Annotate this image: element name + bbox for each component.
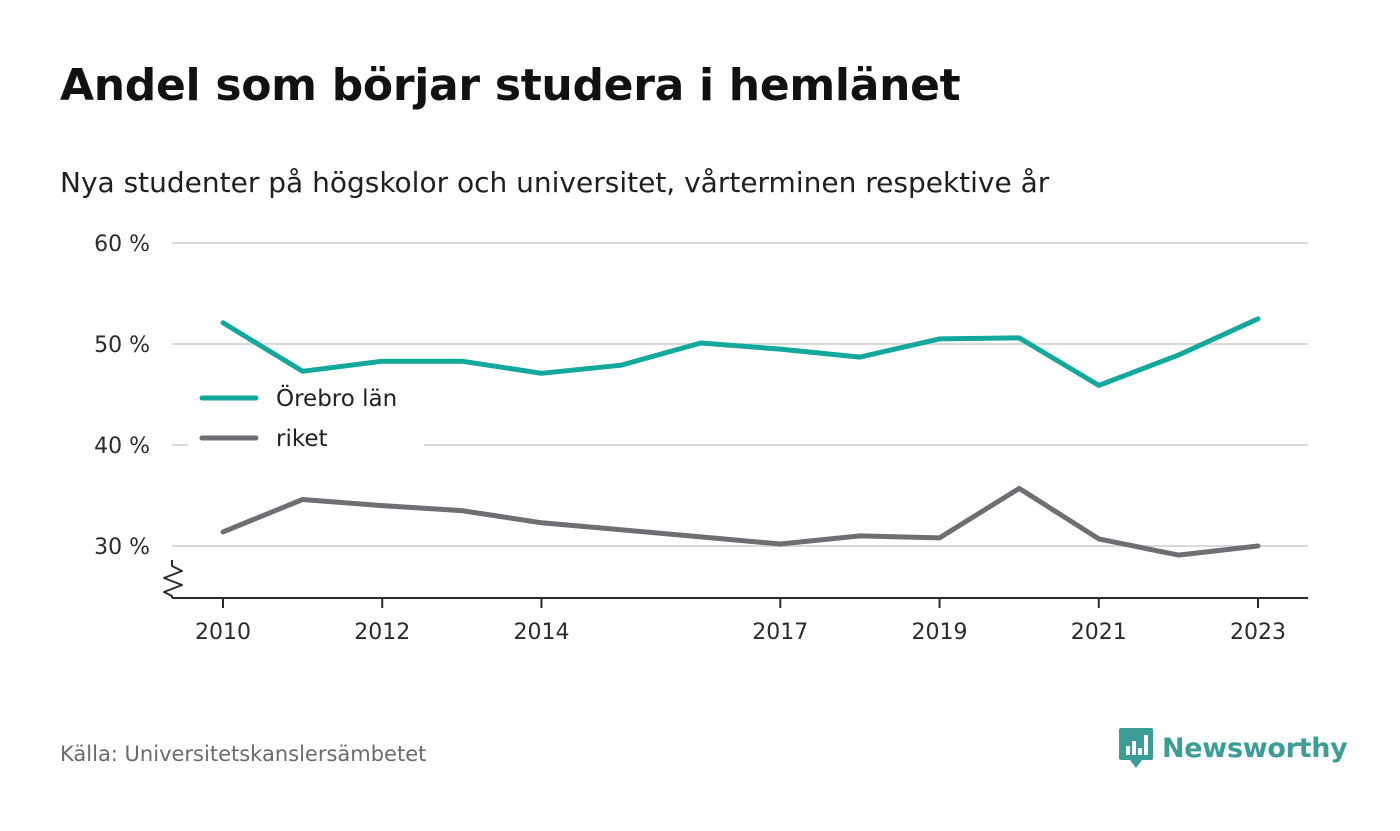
x-tick-label: 2012 [354, 620, 410, 645]
chart-title: Andel som börjar studera i hemlänet [60, 60, 961, 111]
axis-break-icon [163, 560, 183, 598]
series-line-0 [220, 316, 1261, 388]
x-axis: 2010 2012 2014 2017 2019 2021 2023 [163, 560, 1308, 645]
x-tick-label: 2010 [195, 620, 251, 645]
y-tick-label: 40 % [94, 434, 150, 459]
y-axis-ticks: 30 % 40 % 50 % 60 % [94, 232, 150, 560]
newsworthy-logo-icon [1119, 728, 1153, 768]
series-lines [220, 316, 1261, 558]
y-tick-label: 60 % [94, 232, 150, 257]
x-tick-label: 2021 [1071, 620, 1127, 645]
brand-logo: Newsworthy [1118, 726, 1348, 770]
x-tick-label: 2014 [513, 620, 569, 645]
line-chart: 30 % 40 % 50 % 60 % 2010 2012 2014 2017 2019 202… [94, 232, 1308, 645]
x-tick-label: 2023 [1230, 620, 1286, 645]
x-tick-label: 2019 [912, 620, 968, 645]
chart-subtitle: Nya studenter på högskolor och universit… [60, 166, 1050, 199]
x-tick-label: 2017 [752, 620, 808, 645]
brand-name: Newsworthy [1162, 732, 1348, 764]
legend-label: riket [276, 426, 328, 452]
y-tick-label: 50 % [94, 333, 150, 358]
legend-label: Örebro län [276, 384, 397, 412]
series-line-1 [220, 485, 1261, 558]
y-tick-label: 30 % [94, 535, 150, 560]
source-note: Källa: Universitetskanslersämbetet [60, 742, 427, 766]
legend: Örebro län riket [188, 378, 424, 452]
